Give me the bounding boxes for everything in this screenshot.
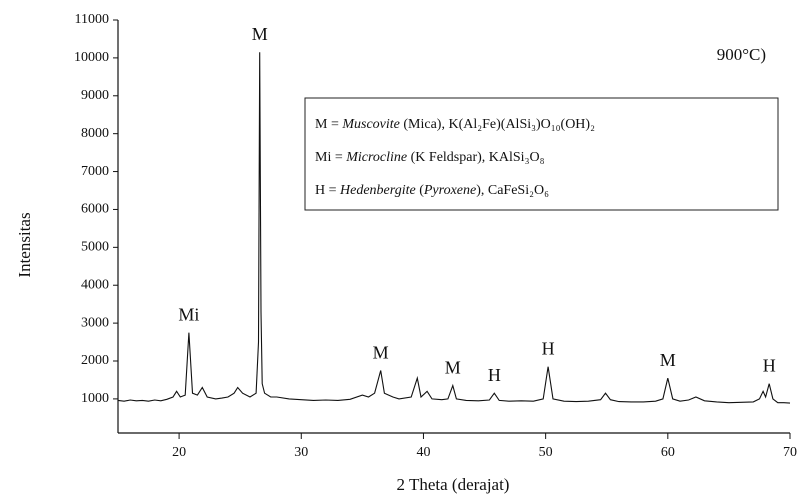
legend-text-part: Pyroxene (423, 183, 476, 198)
y-axis-title: Intensitas (15, 212, 34, 277)
legend-text-part: ( (416, 183, 425, 198)
annotation: 900°C) (717, 45, 766, 64)
legend-entry: Mi = Microcline (K Feldspar), KAlSi₃O₈ (315, 150, 545, 165)
x-tick-label: 30 (294, 445, 308, 460)
y-tick-label: 9000 (81, 88, 109, 103)
legend-text-part: ), CaFeSi₂O₆ (476, 183, 549, 198)
x-tick-label: 70 (783, 445, 797, 460)
x-tick-label: 50 (539, 445, 553, 460)
legend-box (304, 97, 779, 211)
legend-text-part: Microcline (345, 150, 407, 165)
x-tick-label: 60 (661, 445, 675, 460)
y-tick-label: 7000 (81, 164, 109, 179)
legend-text-part: Mi = (315, 150, 346, 165)
y-tick-label: 4000 (81, 277, 109, 292)
y-tick-label: 2000 (81, 353, 109, 368)
x-axis-title: 2 Theta (derajat) (397, 475, 510, 494)
y-tick-label: 5000 (81, 240, 109, 255)
peak-label: M (660, 350, 676, 370)
x-tick-label: 40 (416, 445, 430, 460)
legend-text-part: Hedenbergite (339, 183, 416, 198)
legend-text-part: Muscovite (341, 117, 400, 132)
x-tick-label: 20 (172, 445, 186, 460)
peak-label: M (373, 342, 389, 362)
legend-text-part: (Mica), K(Al₂Fe)(AlSi₃)O₁₀(OH)₂ (400, 117, 595, 132)
y-tick-label: 1000 (81, 391, 109, 406)
peak-label: H (763, 356, 776, 376)
peak-label: M (445, 358, 461, 378)
y-tick-label: 6000 (81, 202, 109, 217)
peak-label: Mi (178, 305, 199, 325)
peak-label: H (542, 339, 555, 359)
legend-text-part: M = (315, 117, 342, 132)
legend-text-part: H = (315, 183, 340, 198)
legend-entry: H = Hedenbergite (Pyroxene), CaFeSi₂O₆ (315, 183, 549, 198)
y-tick-label: 8000 (81, 126, 109, 141)
peak-label: M (252, 24, 268, 44)
y-tick-label: 10000 (74, 50, 109, 65)
data-line (117, 52, 791, 404)
peak-label: H (488, 365, 501, 385)
legend-text-part: (K Feldspar), KAlSi₃O₈ (407, 150, 544, 165)
y-tick-label: 11000 (75, 12, 109, 27)
y-tick-label: 3000 (81, 315, 109, 330)
legend-entry: M = Muscovite (Mica), K(Al₂Fe)(AlSi₃)O₁₀… (315, 117, 595, 132)
